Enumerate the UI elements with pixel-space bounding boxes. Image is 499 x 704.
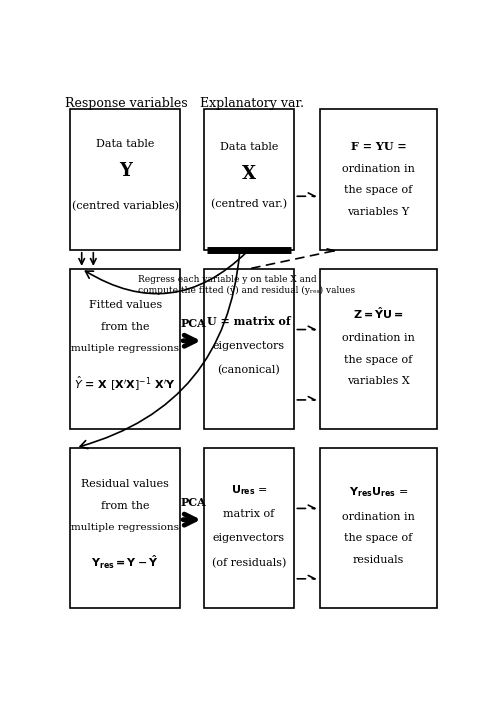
Text: ordination in: ordination in (342, 163, 415, 173)
Text: ordination in: ordination in (342, 512, 415, 522)
Text: (of residuals): (of residuals) (212, 558, 286, 568)
Text: Data table: Data table (96, 139, 154, 149)
Text: Y: Y (119, 162, 132, 180)
Text: U = matrix of: U = matrix of (207, 316, 291, 327)
Text: Explanatory var.: Explanatory var. (200, 97, 304, 110)
Text: (centred variables): (centred variables) (72, 201, 179, 212)
Bar (319, 448, 438, 608)
Text: $\mathbf{Y_{res} = Y - \hat{Y}}$: $\mathbf{Y_{res} = Y - \hat{Y}}$ (91, 554, 159, 572)
Text: from the: from the (101, 501, 150, 511)
Text: residuals: residuals (353, 555, 404, 565)
Bar (70, 269, 180, 429)
Text: eigenvectors: eigenvectors (213, 341, 285, 351)
Text: Response variables: Response variables (65, 97, 188, 110)
Text: matrix of: matrix of (224, 509, 274, 519)
Text: $\hat{Y}$ = $\mathbf{X}$ $[\mathbf{X'X}]^{-1}$ $\mathbf{X'Y}$: $\hat{Y}$ = $\mathbf{X}$ $[\mathbf{X'X}]… (74, 375, 176, 393)
Bar (319, 269, 438, 429)
Text: variables Y: variables Y (347, 207, 410, 217)
Text: (centred var.): (centred var.) (211, 199, 287, 209)
Text: $\mathbf{U_{res}}$ =: $\mathbf{U_{res}}$ = (231, 483, 267, 496)
Text: the space of: the space of (344, 534, 413, 543)
Bar (319, 109, 438, 250)
FancyArrowPatch shape (80, 253, 240, 448)
Text: Fitted values: Fitted values (89, 301, 162, 310)
Text: (canonical): (canonical) (218, 365, 280, 375)
Text: PCA: PCA (180, 318, 206, 329)
Text: X: X (242, 165, 256, 183)
Text: the space of: the space of (344, 355, 413, 365)
FancyArrowPatch shape (85, 252, 247, 294)
Text: Data table: Data table (220, 142, 278, 152)
Bar (70, 109, 180, 250)
Text: from the: from the (101, 322, 150, 332)
Text: ordination in: ordination in (342, 333, 415, 343)
Bar (204, 109, 294, 250)
Text: eigenvectors: eigenvectors (213, 534, 285, 543)
Text: Regress each variable y on table X and
compute the fitted (ŷ) and residual (yᵣₑₛ: Regress each variable y on table X and c… (138, 275, 355, 295)
Text: the space of: the space of (344, 185, 413, 195)
Bar (204, 448, 294, 608)
Text: multiple regressions: multiple regressions (71, 523, 179, 532)
Text: variables X: variables X (347, 376, 410, 386)
Bar (204, 269, 294, 429)
Text: Residual values: Residual values (81, 479, 169, 489)
Bar (70, 448, 180, 608)
Text: PCA: PCA (180, 497, 206, 508)
Text: $\mathbf{Z = \hat{Y}U =}$: $\mathbf{Z = \hat{Y}U =}$ (353, 306, 404, 321)
Text: F = YU =: F = YU = (351, 142, 406, 152)
Text: multiple regressions: multiple regressions (71, 344, 179, 353)
Text: $\mathbf{Y_{res}U_{res}}$ =: $\mathbf{Y_{res}U_{res}}$ = (349, 486, 408, 499)
